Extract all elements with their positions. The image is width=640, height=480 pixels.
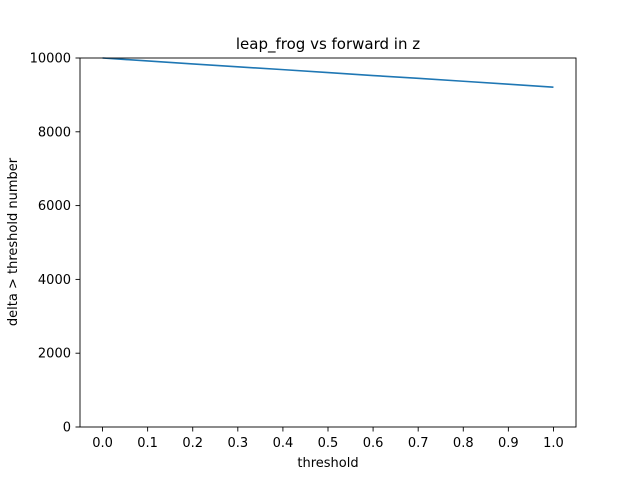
x-axis: 0.0 0.1 0.2 0.3 0.4 0.5 0.6 0.7 0.8 0.9 1.0 [92,427,564,451]
x-tick-label: 0.0 [92,436,113,451]
chart-title: leap_frog vs forward in z [236,35,420,54]
y-tick-label: 0 [63,421,71,436]
y-tick-label: 6000 [38,199,71,214]
x-tick-label: 0.2 [182,436,203,451]
y-axis: 0 2000 4000 6000 8000 10000 [30,52,80,436]
y-axis-title: delta > threshold number [6,157,21,326]
x-tick-label: 0.3 [227,436,248,451]
y-tick-label: 4000 [38,273,71,288]
x-tick-label: 1.0 [543,436,564,451]
x-tick-label: 0.7 [408,436,429,451]
x-tick-label: 0.5 [318,436,339,451]
x-axis-title: threshold [297,456,358,471]
x-tick-label: 0.4 [273,436,294,451]
x-tick-label: 0.6 [363,436,384,451]
y-tick-label: 2000 [38,347,71,362]
x-tick-label: 0.1 [137,436,158,451]
y-tick-label: 10000 [30,52,71,67]
x-tick-label: 0.9 [498,436,519,451]
series-line-0 [102,57,554,88]
x-tick-label: 0.8 [453,436,474,451]
y-tick-label: 8000 [38,125,71,140]
